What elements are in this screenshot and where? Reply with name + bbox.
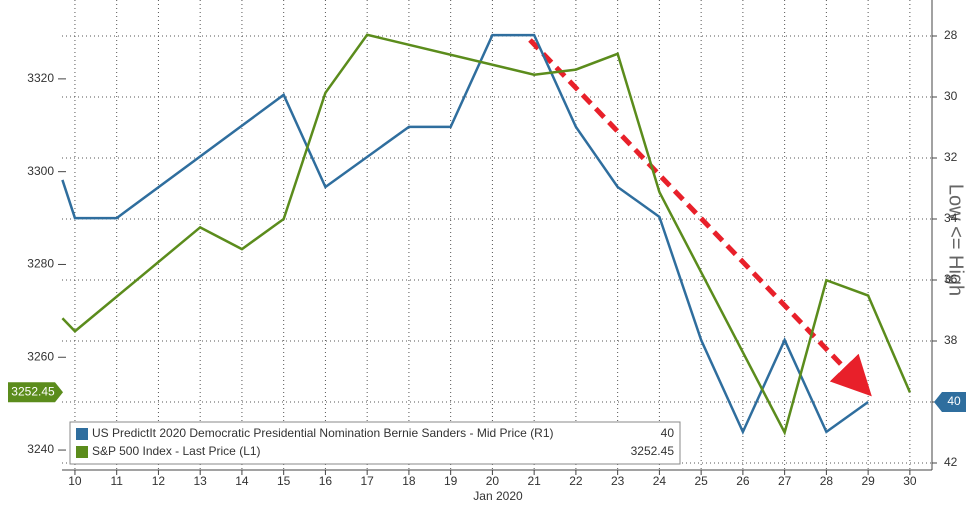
legend-swatch bbox=[76, 446, 88, 458]
x-tick-label: 18 bbox=[402, 474, 416, 488]
x-tick-label: 28 bbox=[820, 474, 834, 488]
y-tick-label: 3260 bbox=[27, 349, 54, 363]
series-line bbox=[61, 33, 869, 435]
x-tick-label: 14 bbox=[235, 474, 249, 488]
legend-value: 3252.45 bbox=[631, 444, 675, 458]
x-tick-label: 10 bbox=[68, 474, 82, 488]
x-tick-label: 16 bbox=[319, 474, 333, 488]
y2-tick-label: 28 bbox=[944, 28, 958, 42]
legend-label: US PredictIt 2020 Democratic Presidentia… bbox=[92, 426, 554, 440]
legend-swatch bbox=[76, 428, 88, 440]
value-badge bbox=[8, 382, 63, 403]
value-badge-label: 40 bbox=[947, 394, 961, 408]
x-tick-label: 21 bbox=[527, 474, 541, 488]
x-tick-label: 29 bbox=[861, 474, 875, 488]
legend-box bbox=[69, 421, 681, 465]
y2-tick-label: 32 bbox=[944, 150, 958, 164]
y-tick-label: 3300 bbox=[27, 164, 54, 178]
legend-label: S&P 500 Index - Last Price (L1) bbox=[92, 444, 261, 458]
x-tick-label: 26 bbox=[736, 474, 750, 488]
x-tick-label: 22 bbox=[569, 474, 583, 488]
y2-tick-label: 36 bbox=[944, 272, 958, 286]
value-badge-label: 3252.45 bbox=[11, 384, 55, 398]
y2-tick-label: 42 bbox=[944, 455, 958, 469]
x-tick-label: 27 bbox=[778, 474, 792, 488]
x-tick-label: 30 bbox=[903, 474, 917, 488]
y2-tick-label: 38 bbox=[944, 333, 958, 347]
series-line bbox=[61, 33, 912, 436]
x-tick-label: 23 bbox=[611, 474, 625, 488]
legend-value: 40 bbox=[661, 426, 675, 440]
x-tick-label: 12 bbox=[152, 474, 166, 488]
y-tick-label: 3280 bbox=[27, 257, 54, 271]
x-tick-label: 11 bbox=[110, 474, 123, 488]
y2-tick-label: 34 bbox=[944, 211, 958, 225]
x-tick-label: 17 bbox=[360, 474, 374, 488]
x-tick-label: 20 bbox=[486, 474, 500, 488]
y-tick-label: 3320 bbox=[27, 71, 54, 85]
x-tick-label: 13 bbox=[194, 474, 208, 488]
x-tick-label: 15 bbox=[277, 474, 291, 488]
y2-axis-label: Low <= High bbox=[945, 184, 967, 296]
x-tick-label: 25 bbox=[694, 474, 708, 488]
grid bbox=[62, 0, 932, 470]
value-badge bbox=[934, 391, 966, 412]
y2-tick-label: 30 bbox=[944, 89, 958, 103]
x-axis-label: Jan 2020 bbox=[473, 489, 523, 503]
x-tick-label: 24 bbox=[653, 474, 667, 488]
x-tick-label: 19 bbox=[444, 474, 458, 488]
y-tick-label: 3240 bbox=[27, 442, 54, 456]
trend-arrow bbox=[528, 38, 872, 397]
